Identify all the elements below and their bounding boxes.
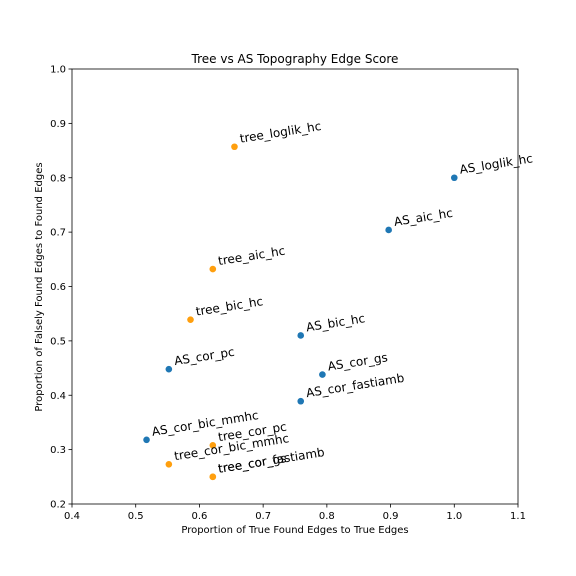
data-point [165, 365, 173, 373]
y-tick-label: 0.5 [50, 336, 66, 347]
y-tick-label: 1.0 [50, 65, 66, 76]
data-point [143, 436, 150, 444]
x-tick-label: 0.9 [383, 511, 399, 522]
data-point [297, 397, 305, 405]
point-label: AS_cor_pc [173, 345, 235, 368]
x-tick-label: 0.7 [255, 511, 271, 522]
point-label: tree_loglik_hc [239, 119, 322, 146]
y-tick-label: 0.6 [50, 282, 66, 293]
data-point [209, 441, 217, 449]
y-tick-label: 0.9 [50, 119, 66, 130]
data-points [143, 143, 458, 481]
y-tick-label: 0.3 [50, 445, 66, 456]
data-point [385, 226, 392, 234]
data-point [209, 265, 217, 273]
point-label: tree_aic_hc [217, 244, 286, 268]
point-label: AS_loglik_hc [459, 151, 534, 176]
data-point [187, 316, 194, 323]
data-point [297, 332, 305, 339]
data-point [209, 473, 217, 481]
point-label: tree_bic_hc [195, 294, 264, 318]
x-tick-label: 0.5 [128, 511, 144, 522]
y-tick-label: 0.8 [50, 173, 66, 184]
chart-title: Tree vs AS Topography Edge Score [191, 52, 399, 66]
plot-frame [71, 68, 519, 505]
y-tick-label: 0.2 [50, 500, 66, 511]
x-tick-label: 0.8 [319, 511, 335, 522]
point-label: AS_aic_hc [393, 206, 454, 229]
data-point [231, 143, 238, 151]
point-labels: AS_loglik_hc AS_aic_hc AS_bic_hc AS_cor_gs A… [151, 119, 534, 476]
y-tick-label: 0.7 [50, 228, 66, 239]
y-tick-label: 0.4 [50, 391, 66, 402]
point-label: AS_cor_gs [327, 350, 389, 373]
x-tick-label: 0.4 [64, 511, 80, 522]
x-axis-label: Proportion of True Found Edges to True E… [181, 525, 408, 536]
point-label: AS_bic_hc [305, 311, 366, 334]
data-point [319, 371, 326, 378]
axis-ticks: 0.4 0.5 0.6 0.7 0.8 0.9 1.0 1.1 0.2 0.3 0.4 0.5 0.6 0… [50, 65, 526, 523]
x-tick-label: 0.6 [191, 511, 207, 522]
x-tick-label: 1.0 [446, 511, 462, 522]
data-point [165, 461, 173, 468]
x-tick-label: 1.1 [510, 511, 526, 522]
y-axis-label: Proportion of Falsely Found Edges to Fou… [34, 162, 45, 411]
data-point [450, 174, 458, 182]
